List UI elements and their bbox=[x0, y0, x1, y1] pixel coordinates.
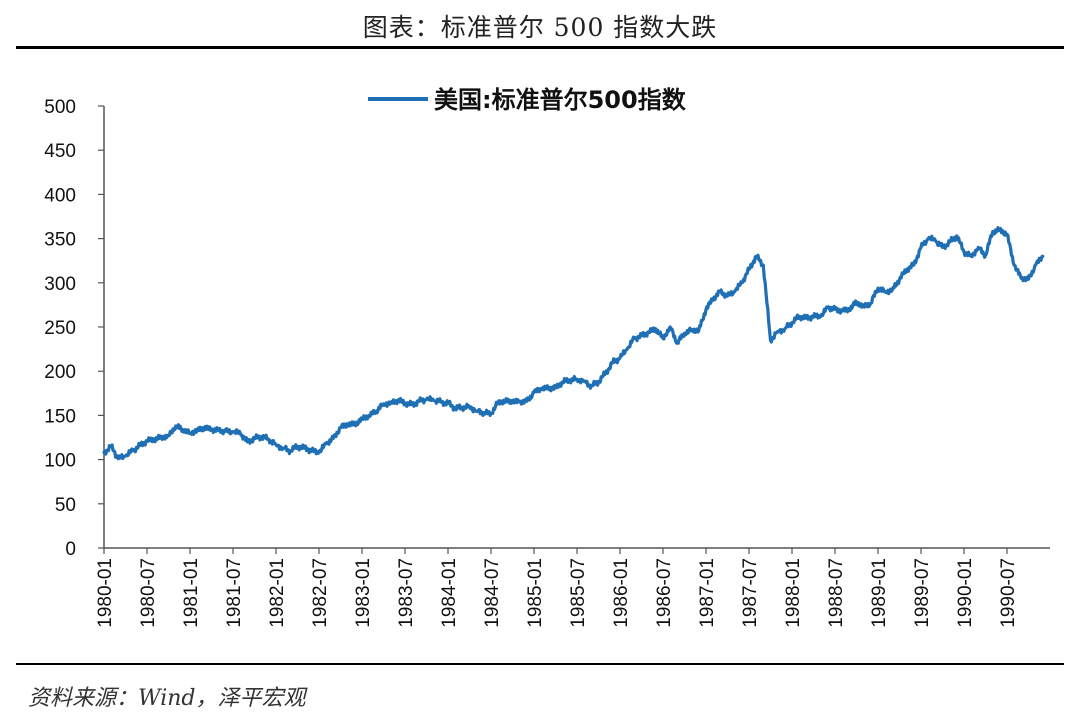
top-rule bbox=[16, 46, 1064, 49]
chart-legend: 美国:标准普尔500指数 bbox=[368, 86, 687, 114]
y-tick-label: 50 bbox=[55, 495, 76, 516]
chart-axes bbox=[103, 106, 1050, 549]
figure-title: 图表：标准普尔 500 指数大跌 bbox=[362, 13, 718, 42]
bottom-rule bbox=[16, 663, 1064, 665]
y-tick-label: 300 bbox=[44, 274, 76, 295]
y-tick-label: 400 bbox=[44, 185, 76, 206]
x-tick-label: 1981-01 bbox=[181, 558, 202, 628]
y-tick-label: 450 bbox=[44, 141, 76, 162]
y-tick-label: 0 bbox=[65, 539, 76, 560]
x-tick-label: 1982-07 bbox=[310, 558, 331, 628]
series-line-0 bbox=[102, 226, 1045, 461]
y-axis-ticks: 0 50 100 150 200 250 300 350 400 450 500 bbox=[44, 97, 104, 560]
source-note: 资料来源：Wind，泽平宏观 bbox=[28, 686, 306, 711]
y-tick-label: 350 bbox=[44, 230, 76, 251]
x-tick-label: 1985-07 bbox=[568, 558, 589, 628]
x-tick-label: 1988-07 bbox=[826, 558, 847, 628]
series-lines bbox=[102, 226, 1045, 461]
x-tick-label: 1985-01 bbox=[525, 558, 546, 628]
x-tick-label: 1987-07 bbox=[740, 558, 761, 628]
y-tick-label: 200 bbox=[44, 362, 76, 383]
x-tick-label: 1980-01 bbox=[95, 558, 116, 628]
legend-label: 美国:标准普尔500指数 bbox=[434, 86, 687, 114]
x-tick-label: 1982-01 bbox=[267, 558, 288, 628]
x-tick-label: 1984-01 bbox=[439, 558, 460, 628]
x-tick-label: 1989-07 bbox=[912, 558, 933, 628]
x-tick-label: 1986-01 bbox=[611, 558, 632, 628]
x-tick-label: 1990-07 bbox=[998, 558, 1019, 628]
x-tick-label: 1986-07 bbox=[654, 558, 675, 628]
x-tick-label: 1987-01 bbox=[697, 558, 718, 628]
x-tick-label: 1990-01 bbox=[955, 558, 976, 628]
x-tick-label: 1983-07 bbox=[396, 558, 417, 628]
y-tick-label: 150 bbox=[44, 406, 76, 427]
x-axis-ticks: 1980-01 1980-07 1981-01 1981-07 1982-01 1982-… bbox=[95, 548, 1019, 628]
y-tick-label: 500 bbox=[44, 97, 76, 118]
x-tick-label: 1989-01 bbox=[869, 558, 890, 628]
y-tick-label: 100 bbox=[44, 451, 76, 472]
x-tick-label: 1984-07 bbox=[482, 558, 503, 628]
x-tick-label: 1983-01 bbox=[353, 558, 374, 628]
x-tick-label: 1980-07 bbox=[138, 558, 159, 628]
y-tick-label: 250 bbox=[44, 318, 76, 339]
x-tick-label: 1988-01 bbox=[783, 558, 804, 628]
x-tick-label: 1981-07 bbox=[224, 558, 245, 628]
